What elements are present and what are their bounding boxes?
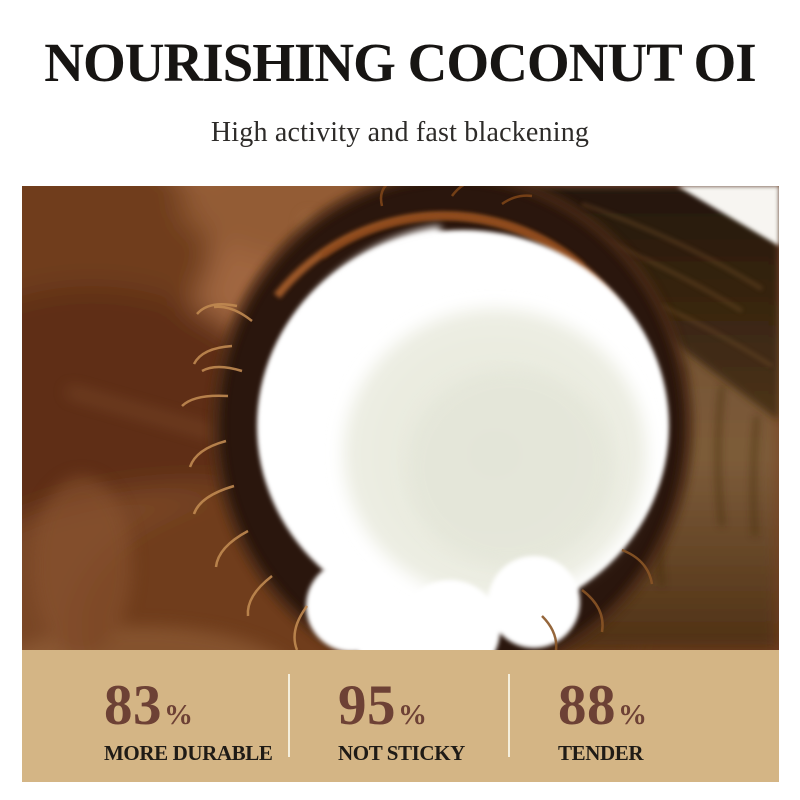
stats-panel: 83% MORE DURABLE 95% NOT STICKY 88% TEND…	[22, 650, 779, 782]
coconut-photo-illustration	[22, 186, 779, 650]
stat-tender: 88% TENDER	[558, 677, 647, 766]
page-title: NOURISHING COCONUT OI	[44, 32, 756, 93]
stat-value-line: 95%	[338, 677, 465, 734]
stat-value: 88	[558, 674, 616, 737]
stat-value: 83	[104, 674, 162, 737]
page-subtitle: High activity and fast blackening	[210, 117, 590, 148]
stat-divider	[508, 674, 510, 757]
percent-sign: %	[164, 699, 193, 731]
stat-value: 95	[338, 674, 396, 737]
stat-label: NOT STICKY	[338, 741, 465, 765]
stat-value-line: 88%	[558, 677, 647, 734]
percent-sign: %	[618, 699, 647, 731]
stat-value-line: 83%	[104, 677, 272, 734]
stat-more-durable: 83% MORE DURABLE	[104, 677, 273, 766]
percent-sign: %	[398, 699, 427, 731]
stat-not-sticky: 95% NOT STICKY	[338, 677, 465, 766]
stat-label: MORE DURABLE	[104, 741, 273, 765]
stat-label: TENDER	[558, 741, 644, 765]
stat-divider	[288, 674, 290, 757]
coconut-photo	[22, 186, 779, 650]
